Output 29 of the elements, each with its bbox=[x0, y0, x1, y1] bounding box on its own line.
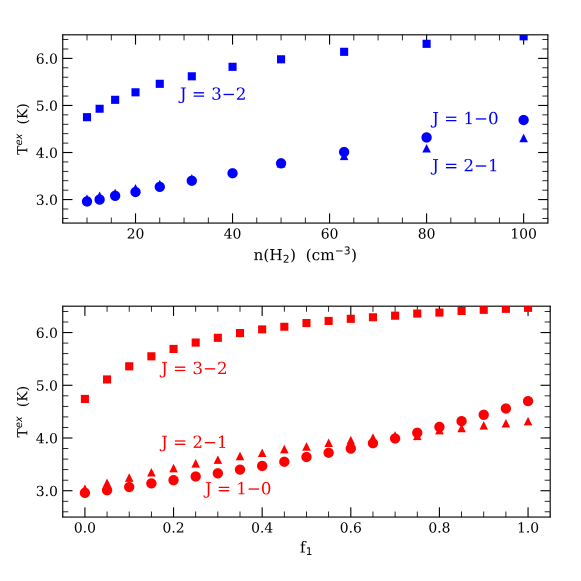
x-tick-label: 0.6 bbox=[340, 522, 361, 533]
y-tick-label: 6.0 bbox=[36, 53, 57, 64]
x-axis-title: n(H$_{2}$) (cm$^{−3}$) bbox=[254, 246, 356, 263]
y-tick-label: 5.0 bbox=[36, 380, 57, 391]
x-tick-label: 40 bbox=[224, 228, 240, 239]
y-tick-label: 4.0 bbox=[36, 432, 57, 444]
x-tick-label: 20 bbox=[128, 228, 144, 239]
y-axis-title: T$^{ex}$ (K) bbox=[16, 387, 30, 438]
y-axis-title: T$^{ex}$ (K) bbox=[16, 104, 30, 155]
y-tick-label: 3.0 bbox=[36, 194, 57, 206]
x-tick-label: 0.2 bbox=[163, 522, 184, 533]
x-tick-label: 60 bbox=[322, 228, 338, 239]
series-label: J = 1−0 bbox=[204, 482, 270, 498]
series-label: J = 2−1 bbox=[430, 158, 496, 175]
series-label: J = 3−2 bbox=[160, 362, 226, 378]
y-tick-label: 6.0 bbox=[36, 328, 57, 338]
series-label: J = 1−0 bbox=[430, 112, 498, 128]
series-label: J = 2−1 bbox=[160, 436, 226, 452]
x-tick-label: 100 bbox=[512, 228, 536, 239]
x-tick-label: 1.0 bbox=[518, 522, 538, 533]
y-tick-label: 5.0 bbox=[36, 100, 57, 111]
x-tick-label: 0.8 bbox=[429, 522, 450, 533]
series-label: J = 3−2 bbox=[178, 87, 245, 104]
y-tick-label: 3.0 bbox=[36, 486, 57, 496]
x-tick-label: 0.4 bbox=[252, 522, 273, 533]
y-tick-label: 4.0 bbox=[36, 147, 57, 158]
x-axis-title: f$_{1}$ bbox=[300, 540, 312, 556]
x-tick-label: 80 bbox=[418, 228, 435, 239]
x-tick-label: 0.0 bbox=[74, 522, 96, 533]
